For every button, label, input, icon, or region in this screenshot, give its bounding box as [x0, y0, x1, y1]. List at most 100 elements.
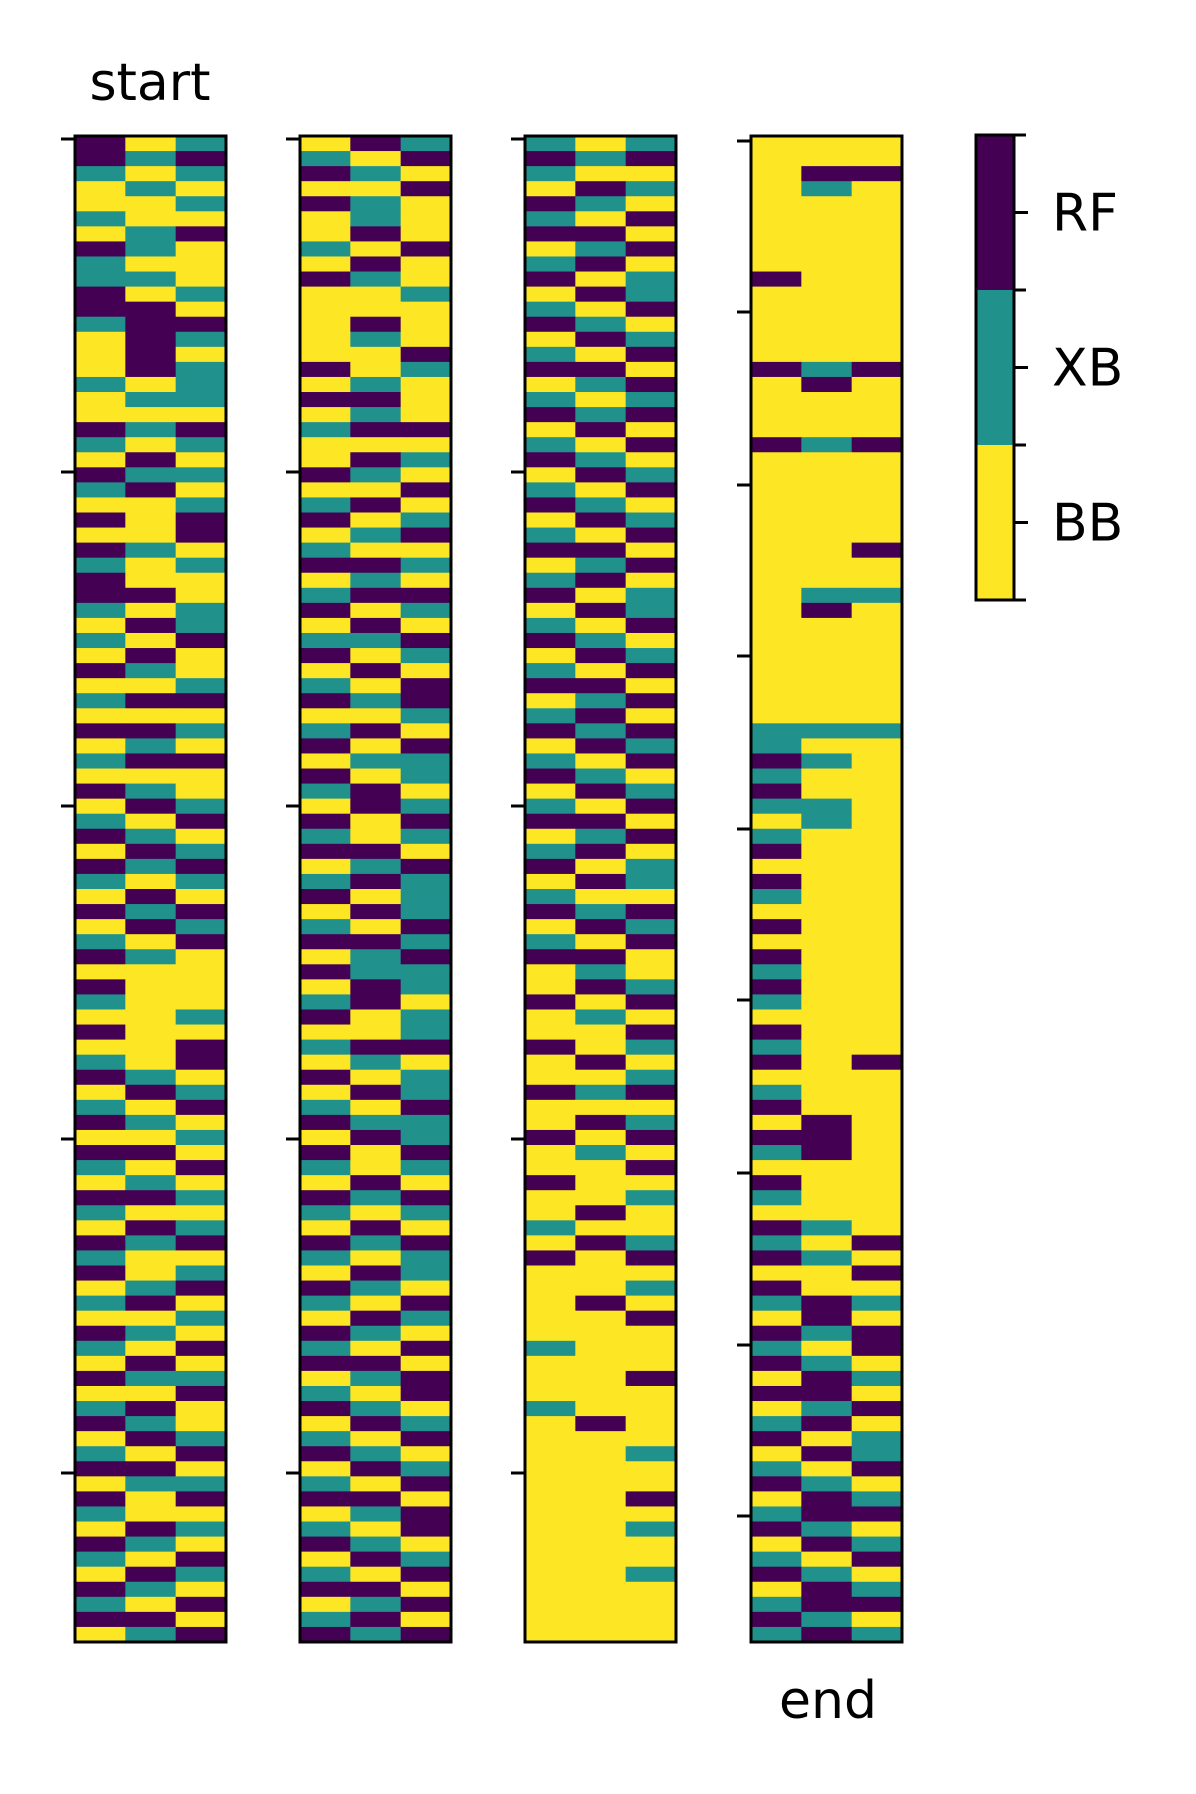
heatmap-cell — [125, 693, 177, 709]
heatmap-cell — [400, 873, 452, 890]
heatmap-cell — [75, 512, 126, 529]
heatmap-cell — [751, 1190, 802, 1206]
heatmap-cell — [125, 542, 177, 559]
heatmap-cell — [575, 316, 627, 333]
heatmap-cell — [400, 768, 452, 785]
heatmap-cell — [350, 873, 402, 890]
heatmap-cell — [350, 1476, 402, 1492]
heatmap-cell — [400, 843, 452, 860]
heatmap-cell — [625, 753, 677, 770]
heatmap-cell — [851, 196, 903, 212]
heatmap-cell — [851, 316, 903, 333]
heatmap-cell — [300, 1611, 351, 1628]
heatmap-cell — [851, 1370, 903, 1387]
heatmap-cell — [300, 587, 351, 604]
heatmap-cell — [801, 1596, 853, 1613]
heatmap-cell — [400, 648, 452, 664]
heatmap-cell — [350, 1491, 402, 1508]
heatmap-cell — [300, 1220, 351, 1236]
heatmap-cell — [350, 1446, 402, 1462]
heatmap-cell — [350, 1145, 402, 1161]
heatmap-cell — [525, 437, 576, 453]
heatmap-cell — [575, 181, 627, 197]
colorbar-segment-bb — [976, 445, 1014, 601]
heatmap-cell — [751, 1446, 802, 1462]
heatmap-cell — [575, 648, 627, 664]
heatmap-cell — [575, 1265, 627, 1282]
heatmap-cell — [801, 271, 853, 288]
heatmap-cell — [801, 1175, 853, 1191]
heatmap-cell — [400, 813, 452, 830]
heatmap-cell — [175, 301, 227, 318]
heatmap-cell — [575, 919, 627, 935]
heatmap-cell — [175, 678, 227, 694]
heatmap-cell — [125, 753, 177, 770]
heatmap-cell — [350, 557, 402, 574]
heatmap-cell — [300, 753, 351, 770]
heatmap-cell — [525, 467, 576, 483]
heatmap-cell — [175, 1461, 227, 1477]
heatmap-cell — [400, 226, 452, 243]
heatmap-cell — [801, 1265, 853, 1282]
heatmap-cell — [75, 497, 126, 514]
heatmap-cell — [300, 346, 351, 363]
heatmap-cell — [525, 572, 576, 589]
heatmap-cell — [350, 211, 402, 227]
heatmap-cell — [751, 1160, 802, 1176]
heatmap-cell — [75, 1581, 126, 1598]
heatmap-cell — [75, 211, 126, 227]
heatmap-cell — [851, 904, 903, 920]
heatmap-cell — [801, 1521, 853, 1538]
heatmap-cell — [350, 407, 402, 423]
heatmap-cell — [125, 708, 177, 724]
heatmap-cell — [125, 1506, 177, 1523]
heatmap-cell — [125, 904, 177, 920]
heatmap-cell — [751, 422, 802, 438]
heatmap-cell — [400, 211, 452, 227]
heatmap-cell — [350, 422, 402, 438]
heatmap-cell — [851, 1009, 903, 1026]
heatmap-cell — [350, 1205, 402, 1221]
heatmap-cell — [801, 1205, 853, 1221]
heatmap-cell — [175, 858, 227, 875]
heatmap-cell — [125, 678, 177, 694]
heatmap-cell — [851, 964, 903, 980]
heatmap-cell — [525, 301, 576, 318]
heatmap-cell — [400, 1581, 452, 1598]
heatmap-cell — [801, 1370, 853, 1387]
heatmap-cell — [350, 708, 402, 724]
heatmap-cell — [625, 1340, 677, 1357]
heatmap-cell — [300, 1401, 351, 1417]
heatmap-cell — [75, 1190, 126, 1206]
heatmap-cell — [801, 452, 853, 468]
heatmap-cell — [125, 376, 177, 393]
heatmap-cell — [575, 361, 627, 378]
heatmap-cell — [751, 572, 802, 589]
heatmap-cell — [350, 1566, 402, 1583]
heatmap-cell — [350, 1521, 402, 1538]
heatmap-cell — [300, 994, 351, 1011]
heatmap-cell — [851, 1521, 903, 1538]
heatmap-cell — [801, 422, 853, 438]
heatmap-cell — [175, 211, 227, 227]
heatmap-cell — [525, 949, 576, 965]
heatmap-cell — [801, 196, 853, 212]
heatmap-cell — [350, 241, 402, 258]
heatmap-cell — [625, 1009, 677, 1026]
heatmap-cell — [300, 964, 351, 980]
heatmap-cell — [125, 964, 177, 980]
heatmap-cell — [625, 482, 677, 499]
heatmap-cell — [851, 407, 903, 423]
heatmap-cell — [525, 1385, 576, 1402]
heatmap-cell — [350, 1280, 402, 1297]
heatmap-cell — [525, 753, 576, 770]
heatmap-cell — [751, 1461, 802, 1477]
title-start: start — [89, 53, 210, 113]
heatmap-cell — [851, 527, 903, 544]
heatmap-cell — [300, 482, 351, 499]
heatmap-cell — [350, 678, 402, 694]
heatmap-cell — [625, 1039, 677, 1056]
heatmap-cell — [575, 843, 627, 860]
heatmap-cell — [851, 738, 903, 755]
heatmap-cell — [300, 542, 351, 559]
